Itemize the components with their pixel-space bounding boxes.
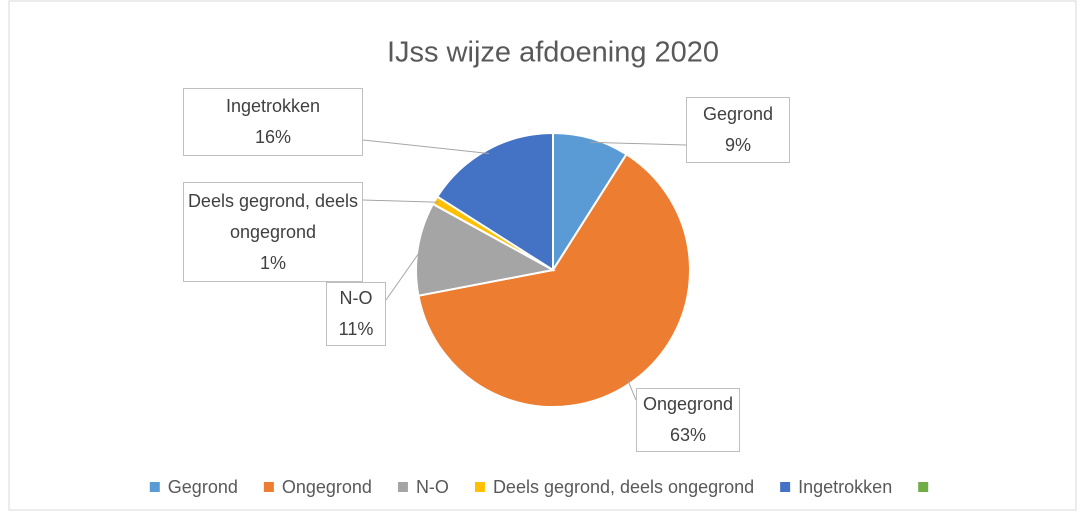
legend-label: Deels gegrond, deels ongegrond: [493, 477, 754, 497]
pie-slice: [417, 152, 691, 408]
label-category: N-O: [339, 288, 373, 308]
label-value: 9%: [724, 135, 751, 155]
label-category: Gegrond: [702, 104, 774, 124]
legend-swatch: [780, 482, 791, 492]
label-value: 1%: [259, 252, 286, 273]
chart-title: IJss wijze afdoening 2020: [387, 37, 719, 69]
data-label: Ongegrond 63%: [636, 388, 740, 452]
legend-swatch: [474, 482, 485, 492]
legend-swatch: [918, 482, 929, 492]
data-label: Gegrond 9%: [686, 97, 790, 163]
label-value: 11%: [338, 319, 374, 339]
legend-swatch: [263, 482, 274, 492]
label-category: Ongegrond: [642, 394, 734, 414]
legend: Gegrond Ongegrond N-O Deels gegrond, deels …: [149, 477, 929, 497]
leader-line: [362, 139, 489, 154]
legend-swatch: [397, 482, 408, 492]
data-label: Deels gegrond, deels ongegrond 1%: [183, 182, 363, 282]
label-category: Ingetrokken: [225, 96, 321, 116]
leader-line: [385, 248, 423, 301]
pie-slice: [415, 202, 556, 297]
data-label: Ingetrokken 16%: [183, 88, 363, 156]
legend-label: Gegrond: [168, 477, 238, 497]
label-category: Deels gegrond, deels ongegrond: [187, 190, 359, 242]
label-value: 63%: [669, 425, 707, 445]
data-label: N-O 11%: [326, 282, 386, 346]
label-value: 16%: [254, 127, 292, 147]
leader-line: [590, 141, 687, 146]
pie-slice: [435, 131, 554, 272]
leader-line: [362, 199, 439, 203]
legend-label: Ingetrokken: [798, 477, 892, 497]
legend-swatch: [149, 482, 160, 492]
leader-line: [627, 379, 637, 401]
legend-label: N-O: [416, 477, 449, 497]
legend-label: Ongegrond: [282, 477, 372, 497]
